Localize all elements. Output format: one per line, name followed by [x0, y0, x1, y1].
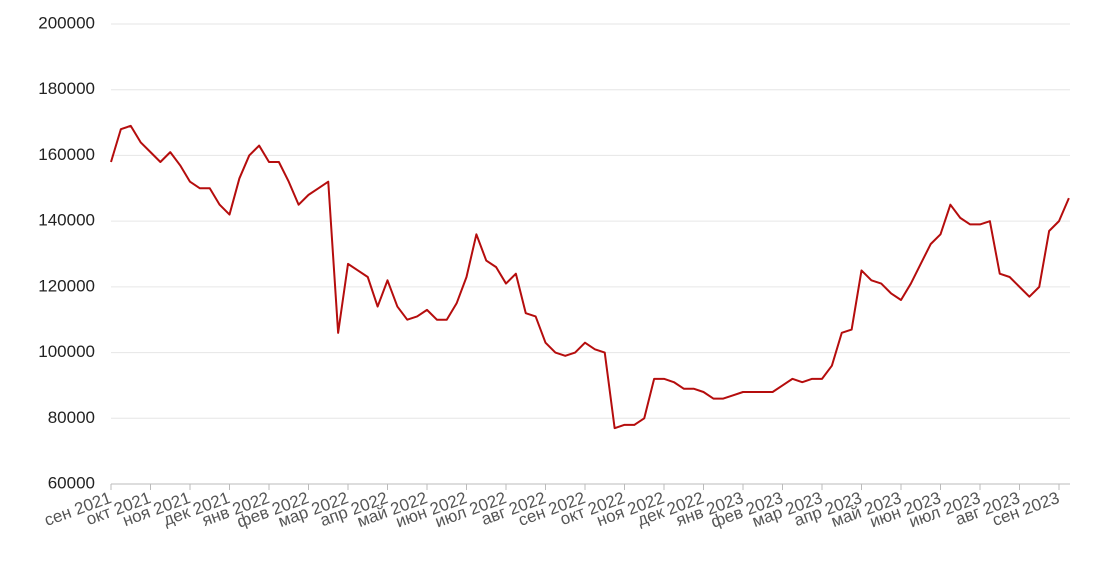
y-tick-label: 100000	[38, 342, 95, 361]
y-tick-label: 160000	[38, 145, 95, 164]
y-tick-label: 140000	[38, 211, 95, 230]
y-tick-label: 120000	[38, 276, 95, 295]
y-tick-label: 180000	[38, 79, 95, 98]
y-tick-label: 200000	[38, 13, 95, 32]
price-line	[110, 124, 1070, 430]
y-tick-label: 80000	[48, 408, 95, 427]
y-tick-label: 60000	[48, 473, 95, 492]
